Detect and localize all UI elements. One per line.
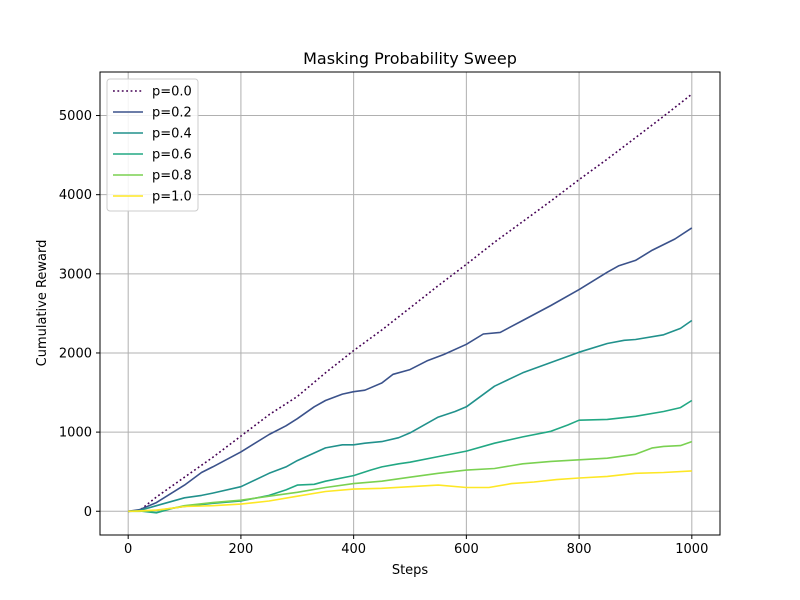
y-tick-label: 2000 [59,346,92,361]
legend-label: p=0.2 [152,106,192,121]
legend-label: p=1.0 [152,190,192,205]
ticks: 0 200 400 600 800 1000 0 1000 2000 3000 4000 5000 [59,109,708,557]
x-tick-label: 800 [567,542,592,557]
y-tick-label: 3000 [59,267,92,282]
y-tick-label: 1000 [59,426,92,441]
legend: p=0.0 p=0.2 p=0.4 p=0.6 p=0.8 p=1.0 [106,78,199,212]
y-tick-label: 4000 [59,188,92,203]
series-line-p-0-0 [128,93,693,513]
chart-title: Masking Probability Sweep [303,49,517,68]
plot-frame [99,71,721,536]
y-tick-label: 0 [84,505,92,520]
x-tick-label: 400 [341,542,366,557]
x-tick-label: 600 [454,542,479,557]
legend-label: p=0.8 [152,169,192,184]
series-group [128,93,693,514]
y-axis-label: Cumulative Reward [35,240,50,367]
x-tick-label: 0 [124,542,132,557]
x-axis-label: Steps [392,563,429,578]
series-line-p-1-0 [128,470,692,513]
grid [100,72,720,535]
x-tick-label: 1000 [675,542,708,557]
legend-label: p=0.6 [152,148,192,163]
series-line-p-0-2 [128,227,693,513]
legend-label: p=0.0 [152,85,192,100]
series-line-p-0-4 [128,319,693,513]
legend-label: p=0.4 [152,127,192,142]
x-tick-label: 200 [228,542,253,557]
y-tick-label: 5000 [59,109,92,124]
